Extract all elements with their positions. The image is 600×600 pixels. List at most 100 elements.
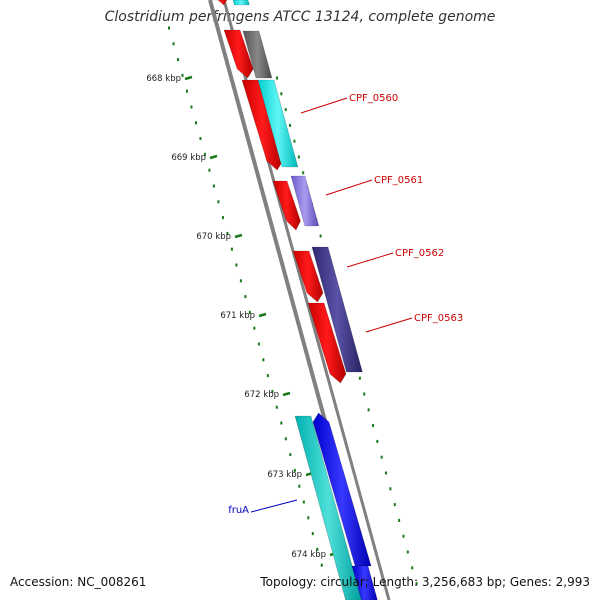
ruler-dot bbox=[235, 263, 238, 267]
gene-feature-red bbox=[211, 0, 229, 6]
ruler-dot bbox=[358, 376, 361, 380]
ruler-dot bbox=[208, 168, 211, 172]
ruler-major-tick bbox=[209, 154, 218, 160]
ruler-tick-label: 668 kbp bbox=[146, 74, 181, 84]
ruler-tick-label: 674 kbp bbox=[291, 550, 326, 560]
ruler-dot bbox=[311, 532, 314, 536]
ruler-dot bbox=[181, 73, 184, 77]
locus-tag-label: CPF_0563 bbox=[414, 313, 463, 324]
ruler-dot bbox=[363, 392, 366, 396]
ruler-dot bbox=[316, 547, 319, 551]
ruler-dot bbox=[367, 408, 370, 412]
ruler-dot bbox=[262, 358, 265, 362]
ruler-dot bbox=[194, 121, 197, 125]
ruler-dot bbox=[221, 216, 224, 220]
ruler-dot bbox=[253, 326, 256, 330]
locus-tag-label: CPF_0562 bbox=[395, 248, 444, 259]
ruler-dot bbox=[284, 108, 287, 112]
ruler-dot bbox=[239, 279, 242, 283]
ruler-dot bbox=[320, 563, 323, 567]
ruler-dot bbox=[257, 342, 260, 346]
gene-feature-gray bbox=[242, 30, 273, 79]
ruler-major-tick bbox=[258, 312, 267, 318]
ruler-major-tick bbox=[282, 391, 291, 397]
ruler-dot bbox=[389, 487, 392, 491]
gene-feature-red bbox=[241, 79, 284, 171]
ruler-dot bbox=[406, 550, 409, 554]
gene-feature-red bbox=[223, 29, 254, 79]
ruler-tick-label: 672 kbp bbox=[244, 390, 279, 400]
accession-text: Accession: NC_008261 bbox=[10, 575, 147, 589]
ruler-tick-label: 671 kbp bbox=[220, 311, 255, 321]
ruler-tick-label: 673 kbp bbox=[267, 470, 302, 480]
feature-layer bbox=[211, 0, 378, 600]
ruler-dot bbox=[293, 468, 296, 472]
ruler-dot bbox=[276, 76, 278, 80]
callout-line bbox=[250, 499, 298, 513]
genome-summary-text: Topology: circular; Length: 3,256,683 bp… bbox=[260, 575, 590, 589]
ruler-dot bbox=[398, 518, 401, 522]
ruler-dot bbox=[402, 534, 405, 538]
gene-feature-teal bbox=[294, 415, 362, 600]
ruler-major-tick bbox=[234, 233, 243, 239]
ruler-dot bbox=[217, 200, 220, 204]
ruler-dot bbox=[302, 171, 305, 175]
ruler-dot bbox=[199, 137, 202, 141]
ruler-dot bbox=[203, 152, 206, 156]
ruler-dot bbox=[172, 42, 175, 46]
gene-name-label: fruA bbox=[228, 505, 249, 516]
locus-tag-label: CPF_0561 bbox=[374, 175, 423, 186]
ruler-dot bbox=[393, 503, 396, 507]
ruler-dot bbox=[280, 92, 283, 96]
ruler-dot bbox=[376, 439, 379, 443]
callout-line bbox=[325, 179, 373, 196]
ruler-dot bbox=[319, 234, 322, 238]
gene-feature-cyan bbox=[232, 0, 250, 6]
ruler-dot bbox=[297, 155, 300, 159]
ruler-dot bbox=[212, 184, 215, 188]
ruler-dot bbox=[302, 500, 305, 504]
gene-feature-navy bbox=[311, 246, 363, 373]
gene-feature-blue bbox=[312, 412, 372, 567]
ruler-dot bbox=[385, 471, 388, 475]
ruler-dot bbox=[248, 310, 251, 314]
map-title: Clostridium perfringens ATCC 13124, comp… bbox=[104, 9, 496, 25]
ruler-tick-label: 670 kbp bbox=[196, 232, 231, 242]
ruler-dot bbox=[168, 26, 170, 30]
ruler-dot bbox=[411, 566, 414, 570]
ruler-dot bbox=[284, 437, 287, 441]
label-layer: CPF_0560 CPF_0561 CPF_0562 CPF_0563 fruA bbox=[228, 93, 463, 516]
ruler-dot bbox=[280, 421, 283, 425]
ruler-dot bbox=[226, 231, 229, 235]
callout-line bbox=[365, 317, 413, 333]
ruler-dot bbox=[293, 139, 296, 143]
ruler-dot bbox=[275, 405, 278, 409]
gene-feature-red bbox=[272, 180, 301, 231]
ruler-dot bbox=[289, 123, 292, 127]
gene-feature-lavender bbox=[290, 175, 320, 227]
ruler-dot bbox=[298, 484, 301, 488]
ruler-dot bbox=[371, 424, 374, 428]
ruler-dot bbox=[176, 58, 179, 62]
ruler-layer: 668 kbp 669 kbp 670 kbp 671 kbp 672 kbp 673 k… bbox=[146, 26, 418, 586]
callout-line bbox=[300, 97, 348, 114]
ruler-dot bbox=[266, 374, 269, 378]
locus-tag-label: CPF_0560 bbox=[349, 93, 398, 104]
ruler-dot bbox=[380, 455, 383, 459]
gene-feature-cyan bbox=[257, 79, 299, 168]
ruler-dot bbox=[244, 295, 247, 299]
ruler-tick-label: 669 kbp bbox=[171, 153, 206, 163]
gene-feature-blue bbox=[351, 565, 378, 600]
ruler-dot bbox=[185, 89, 188, 93]
ruler-major-tick bbox=[184, 75, 193, 81]
ruler-dot bbox=[230, 247, 233, 251]
callout-line bbox=[346, 252, 394, 268]
ruler-dot bbox=[307, 516, 310, 520]
ruler-dot bbox=[415, 582, 418, 586]
gene-feature-red bbox=[292, 250, 324, 303]
ruler-dot bbox=[190, 105, 193, 109]
gene-feature-red bbox=[307, 302, 347, 384]
ruler-dot bbox=[271, 389, 274, 393]
